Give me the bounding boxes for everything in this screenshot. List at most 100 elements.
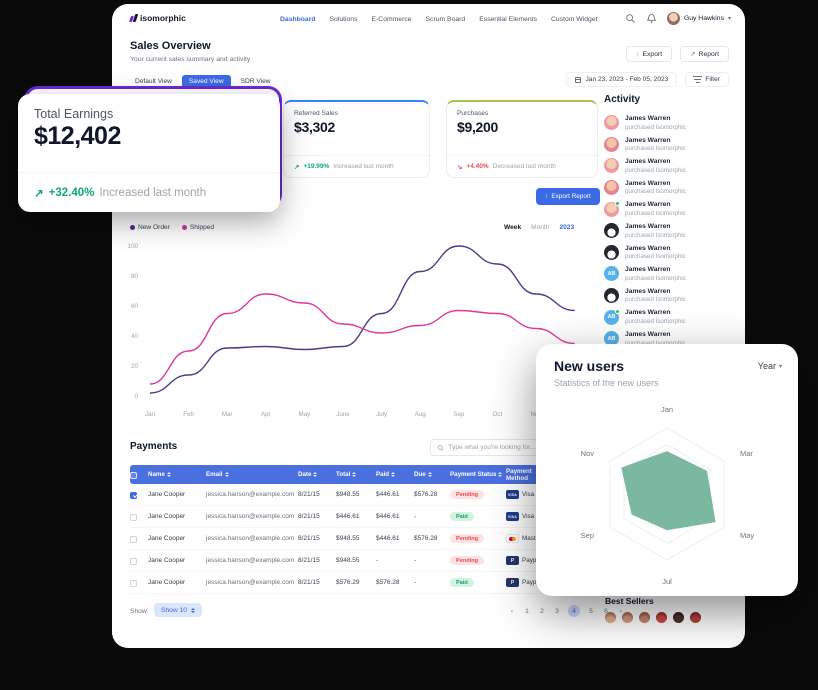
status-badge: Pending — [450, 534, 485, 543]
report-button[interactable]: ↗ Report — [680, 46, 729, 62]
row-checkbox[interactable] — [130, 557, 137, 565]
column-header-date[interactable]: Date — [298, 471, 336, 478]
seller-avatar[interactable] — [690, 612, 701, 623]
nav-item-custom-widget[interactable]: Custom Widget — [551, 16, 598, 23]
tab-sdr-view[interactable]: SDR View — [240, 78, 271, 85]
seller-avatar[interactable] — [605, 612, 616, 623]
svg-text:Jan: Jan — [661, 405, 673, 414]
select-all-checkbox[interactable] — [130, 471, 137, 479]
column-header-payment-status[interactable]: Payment Status — [450, 471, 506, 478]
cell-name: Jane Cooper — [148, 535, 186, 542]
tab-default-view[interactable]: Default View — [135, 78, 172, 85]
next-page-button[interactable]: › — [619, 607, 623, 615]
svg-text:Sep: Sep — [581, 531, 594, 540]
search-icon[interactable] — [625, 13, 636, 24]
brand-logo[interactable]: isomorphic — [129, 13, 186, 23]
column-header-due[interactable]: Due — [414, 471, 450, 478]
column-header-email[interactable]: Email — [206, 471, 298, 478]
table-row[interactable]: Jane Cooper jessica.hanson@example.com 8/2… — [130, 528, 554, 550]
sort-icon[interactable] — [313, 472, 317, 477]
sort-icon[interactable] — [428, 472, 432, 477]
sort-icon[interactable] — [498, 472, 502, 477]
export-report-button[interactable]: ↑ Export Report — [536, 188, 600, 205]
pagination: ‹ 1 2 3 4 5 6 › — [508, 605, 625, 617]
date-range-picker[interactable]: Jan 23, 2023 - Feb 05, 2023 — [566, 72, 678, 87]
bell-icon[interactable] — [646, 13, 657, 24]
page-6[interactable]: 6 — [604, 607, 608, 615]
cell-status: Pending — [450, 490, 506, 499]
seller-avatar[interactable] — [673, 612, 684, 623]
cell-due: - — [414, 557, 417, 564]
column-header-total[interactable]: Total — [336, 471, 376, 478]
nav-item-scrum-board[interactable]: Scrum Board — [425, 16, 466, 23]
period-week[interactable]: Week — [504, 224, 522, 231]
period-month[interactable]: Month — [531, 224, 550, 231]
row-checkbox[interactable] — [130, 491, 137, 499]
status-badge: Paid — [450, 578, 474, 587]
page-5[interactable]: 5 — [589, 607, 593, 615]
user-menu[interactable]: Guy Hawkins ▾ — [666, 12, 731, 25]
table-row[interactable]: Jane Cooper jessica.hanson@example.com 8/2… — [130, 572, 554, 594]
sort-icon[interactable] — [352, 472, 356, 477]
sort-icon[interactable] — [167, 472, 171, 477]
tab-saved-view[interactable]: Saved View — [181, 75, 231, 88]
table-row[interactable]: Jane Cooper jessica.hanson@example.com 8/2… — [130, 506, 554, 528]
table-row[interactable]: Jane Cooper jessica.hanson@example.com 8/2… — [130, 550, 554, 572]
row-checkbox[interactable] — [130, 579, 137, 587]
nav-item-essential-elements[interactable]: Essential Elements — [479, 16, 537, 23]
method-label: Paypal — [522, 579, 542, 586]
filter-button[interactable]: Filter — [685, 72, 729, 87]
svg-text:Apr: Apr — [261, 411, 271, 418]
referred-sales-label: Referred Sales — [294, 110, 338, 117]
top-nav: Dashboard Solutions E-Commerce Scrum Board E… — [280, 16, 597, 23]
sort-icon[interactable] — [391, 472, 395, 477]
payments-search-input[interactable] — [448, 444, 591, 451]
table-row[interactable]: Jane Cooper jessica.hanson@example.com 8/2… — [130, 484, 554, 506]
column-header-name[interactable]: Name — [148, 471, 206, 478]
sort-icon[interactable] — [225, 472, 229, 477]
checkbox-cell — [130, 486, 148, 504]
page-size-select[interactable]: Show 10 — [154, 603, 203, 617]
nav-item-dashboard[interactable]: Dashboard — [280, 16, 316, 23]
legend-new-order[interactable]: New Order — [130, 224, 170, 231]
nav-item-solutions[interactable]: Solutions — [329, 16, 358, 23]
page-2[interactable]: 2 — [540, 607, 544, 615]
period-2023[interactable]: 2023 — [559, 224, 575, 231]
svg-text:May: May — [299, 411, 312, 418]
referred-sales-card[interactable]: Referred Sales $3,302 ↗ +19.99% Increase… — [283, 100, 430, 178]
nav-item-e-commerce[interactable]: E-Commerce — [371, 16, 412, 23]
total-earnings-card[interactable]: Total Earnings $12,402 ↗ +32.40% Increas… — [18, 94, 280, 212]
purchases-card[interactable]: Purchases $9,200 ↘ +4.40% Decreased last… — [446, 100, 598, 178]
avatar — [604, 180, 619, 196]
row-checkbox[interactable] — [130, 513, 137, 521]
page-3[interactable]: 3 — [555, 607, 559, 615]
seller-avatar[interactable] — [656, 612, 667, 623]
cell-due: - — [414, 513, 417, 520]
seller-avatar[interactable] — [639, 612, 650, 623]
page-4[interactable]: 4 — [568, 605, 580, 617]
cell-name: Jane Cooper — [148, 557, 186, 564]
activity-action: purchased Isomorphic — [625, 274, 686, 282]
column-header-paid[interactable]: Paid — [376, 471, 414, 478]
page-1[interactable]: 1 — [525, 607, 529, 615]
seller-avatar[interactable] — [622, 612, 633, 623]
column-header-payment-method[interactable]: Payment Method — [506, 468, 554, 482]
dashboard-window: isomorphic Dashboard Solutions E-Commerce S… — [112, 4, 745, 648]
new-users-period-select[interactable]: Year ▾ — [758, 361, 782, 371]
legend-shipped[interactable]: Shipped — [181, 224, 214, 231]
export-button[interactable]: ↑ Export — [626, 46, 673, 62]
prev-page-button[interactable]: ‹ — [510, 607, 514, 615]
row-checkbox[interactable] — [130, 535, 137, 543]
